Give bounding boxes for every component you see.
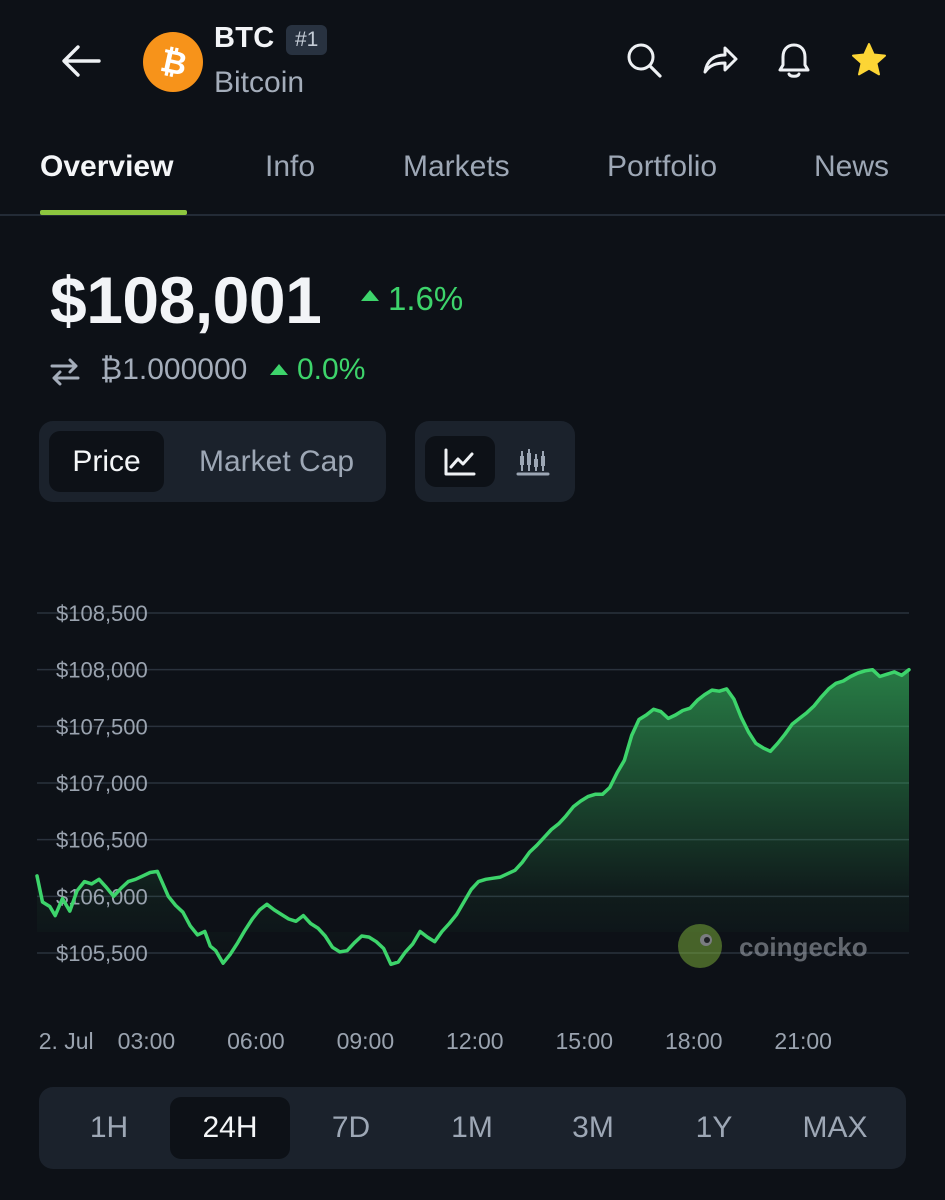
y-tick-label: $106,000 [56, 884, 148, 909]
coingecko-logo-icon [678, 924, 722, 968]
chart-metric-toggle: Price Market Cap [39, 421, 386, 502]
range-max[interactable]: MAX [802, 1111, 868, 1144]
y-tick-label: $105,500 [56, 941, 148, 966]
alert-button[interactable] [772, 38, 816, 82]
candlestick-chart-button[interactable] [500, 436, 565, 487]
coin-name: Bitcoin [214, 66, 305, 99]
tabs-divider [0, 214, 945, 216]
up-triangle-icon [361, 290, 379, 301]
range-3m[interactable]: 3M [572, 1111, 614, 1144]
chart-type-toggle [415, 421, 575, 502]
price-change-24h: 1.6% [388, 280, 464, 317]
tab-news[interactable]: News [814, 150, 890, 183]
range-7d[interactable]: 7D [331, 1111, 371, 1144]
price-toggle[interactable]: Price [49, 431, 164, 492]
bitcoin-symbol-icon: ₿ [157, 42, 190, 82]
back-arrow-icon [62, 45, 101, 77]
swap-icon [50, 358, 80, 386]
coin-symbol: BTC [214, 22, 275, 54]
x-tick-label: 12:00 [446, 1028, 504, 1054]
line-chart-icon [444, 448, 476, 475]
x-tick-label: 2. Jul [39, 1028, 94, 1054]
tab-portfolio[interactable]: Portfolio [607, 150, 718, 183]
y-tick-label: $108,500 [56, 601, 148, 626]
y-tick-label: $107,000 [56, 771, 148, 796]
search-button[interactable] [622, 38, 666, 82]
back-button[interactable] [56, 38, 106, 84]
time-range-selector: 1H 24H 7D 1M 3M 1Y MAX [39, 1087, 906, 1169]
x-tick-label: 09:00 [337, 1028, 395, 1054]
search-icon [627, 43, 662, 78]
candlestick-chart-icon [516, 448, 549, 475]
rank-badge: #1 [286, 25, 328, 55]
price-chart[interactable]: $108,500 $108,000 $107,500 $107,000 $106,500… [0, 560, 945, 1070]
coingecko-watermark: coingecko [678, 924, 868, 968]
star-icon [852, 43, 886, 76]
y-tick-label: $106,500 [56, 828, 148, 853]
range-1y[interactable]: 1Y [695, 1111, 733, 1144]
price-usd: $108,001 [50, 263, 322, 337]
y-tick-label: $108,000 [56, 658, 148, 683]
bitcoin-logo: ₿ [143, 32, 203, 92]
range-24h[interactable]: 24H [170, 1097, 290, 1159]
active-tab-indicator [40, 210, 187, 215]
bell-icon [778, 43, 810, 78]
tab-info[interactable]: Info [265, 150, 316, 183]
y-tick-label: $107,500 [56, 714, 148, 739]
x-tick-label: 03:00 [118, 1028, 176, 1054]
up-triangle-icon [270, 364, 288, 375]
coingecko-wordmark: coingecko [739, 932, 868, 962]
price-btc: ₿1.000000 [100, 353, 248, 386]
svg-text:₿: ₿ [157, 42, 190, 82]
tab-overview[interactable]: Overview [40, 150, 174, 183]
x-tick-label: 06:00 [227, 1028, 285, 1054]
tab-markets[interactable]: Markets [403, 150, 510, 183]
range-1h[interactable]: 1H [89, 1111, 129, 1144]
favorite-button[interactable] [847, 38, 891, 82]
share-icon [703, 46, 738, 74]
market-cap-toggle[interactable]: Market Cap [198, 444, 355, 478]
x-tick-label: 21:00 [774, 1028, 832, 1054]
range-1m[interactable]: 1M [451, 1111, 493, 1144]
btc-change-24h: 0.0% [297, 353, 366, 386]
x-tick-label: 18:00 [665, 1028, 723, 1054]
share-button[interactable] [697, 38, 741, 82]
line-chart-button[interactable] [425, 436, 495, 487]
x-tick-label: 15:00 [555, 1028, 613, 1054]
price-line [35, 667, 911, 967]
price-area [37, 669, 909, 965]
